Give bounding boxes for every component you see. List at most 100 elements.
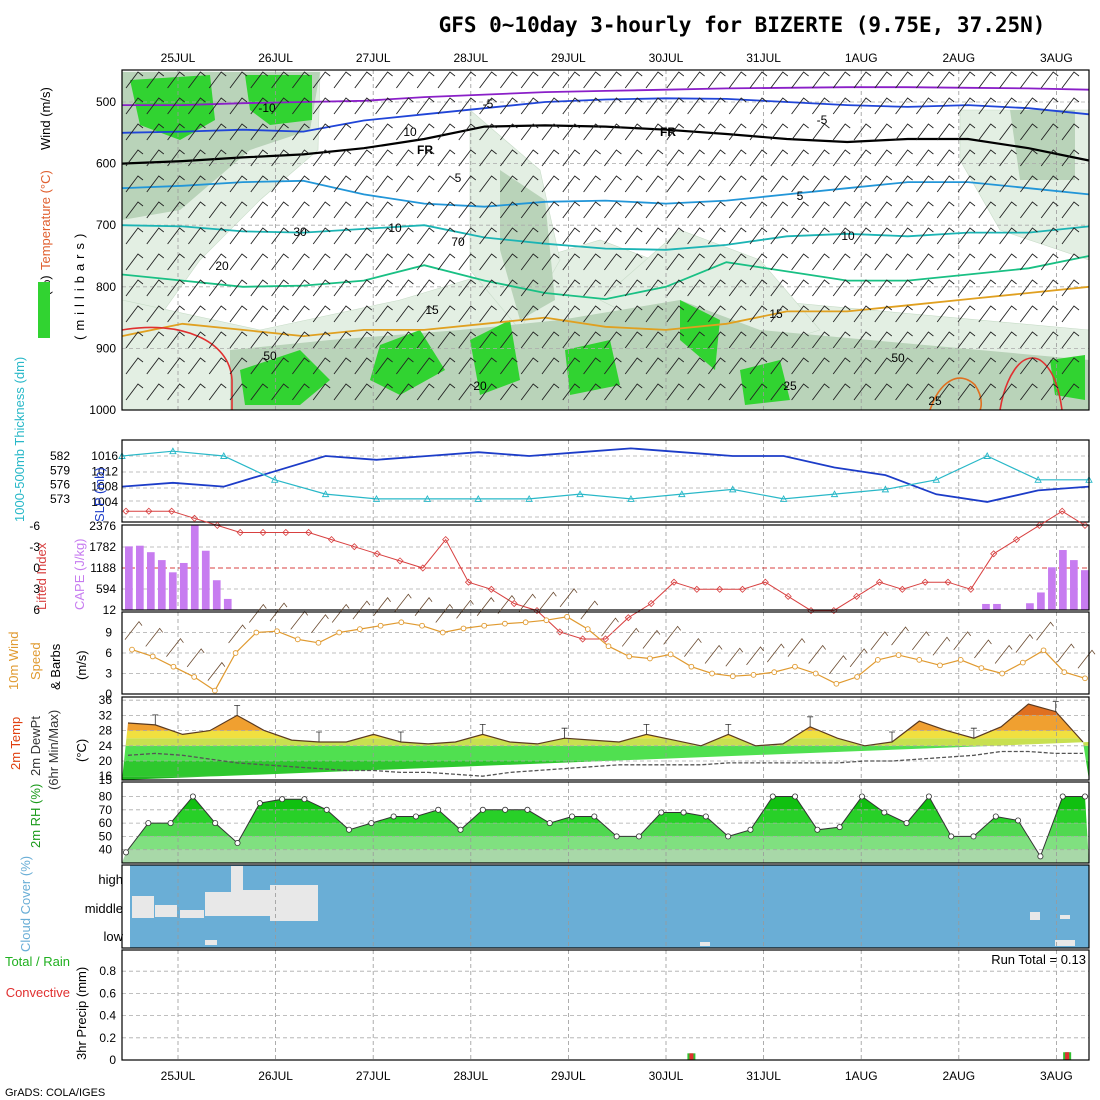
wind-speed-marker [357, 626, 363, 632]
wind-barb [687, 331, 705, 349]
wind-barb [874, 97, 893, 115]
wind-barb [583, 201, 601, 219]
cape-bar [157, 560, 166, 610]
rh-region-green [370, 330, 445, 395]
top-date-29JUL: 29JUL [551, 51, 586, 65]
wind-barb [416, 149, 435, 167]
wind-barb [375, 149, 393, 167]
wind-barb [208, 97, 227, 115]
wind-barb [936, 71, 955, 89]
rh-region-green [240, 350, 330, 405]
li-marker [647, 599, 655, 608]
wind-barb [957, 123, 976, 141]
wind-barb [250, 201, 269, 219]
wind-barb [666, 201, 685, 219]
thickness-tick-582: 582 [50, 449, 70, 463]
wind-barb [125, 305, 144, 323]
wind-speed-marker [874, 656, 881, 663]
wind-barb [604, 123, 622, 141]
wind-barb [167, 331, 185, 349]
wind-barb [812, 357, 830, 375]
surface-wind-barb [891, 626, 909, 646]
wind-barb [916, 357, 934, 375]
surface-wind-barb [414, 597, 433, 616]
wind-barb [645, 357, 664, 375]
wind-barb [624, 227, 643, 245]
rh-marker [234, 840, 241, 847]
surface-wind-barb [953, 631, 972, 651]
wind-barb [271, 357, 289, 375]
wind-speed-marker [232, 650, 239, 656]
wind-barb [812, 149, 830, 167]
wind-barb [188, 97, 206, 115]
rh-marker [145, 820, 152, 827]
wind-barb [624, 201, 643, 219]
precip-convective-bar [1065, 1052, 1070, 1060]
wind-barb [250, 175, 269, 193]
precip-tick-0.8: 0.8 [99, 964, 116, 978]
wind-barb [1040, 305, 1059, 323]
wind-barb [167, 305, 185, 323]
rh-marker [301, 796, 308, 803]
slp-tick-1016: 1016 [91, 449, 118, 463]
wind-barb [1061, 305, 1080, 323]
wind-barb [832, 175, 851, 193]
wind-barb [354, 305, 373, 323]
wind-barb [437, 201, 456, 219]
rh-tick-80: 80 [99, 790, 113, 804]
wind-barb [167, 97, 185, 115]
rh-marker [1015, 817, 1022, 824]
wind-barb [333, 123, 352, 141]
wind-barb [624, 331, 643, 349]
wind-axis-label-4: (m/s) [74, 650, 89, 680]
wind-barb [957, 357, 976, 375]
rh-line [125, 795, 1085, 858]
li-marker [624, 614, 632, 622]
wind-barb [562, 305, 581, 323]
wind-barb [375, 201, 393, 219]
wind-barb [895, 97, 913, 115]
wind-barb [437, 253, 456, 271]
wind-barb [437, 383, 456, 401]
wind-barb [916, 253, 934, 271]
wind-barb [604, 383, 622, 401]
wind-barb [333, 253, 352, 271]
surface-wind-barb [248, 603, 267, 623]
wind-barb [999, 383, 1017, 401]
cape-bar [135, 545, 144, 610]
surface-wind-barb [539, 591, 557, 611]
wind-barb [812, 71, 830, 89]
wind-barb [708, 357, 726, 375]
wind-speed-marker [336, 629, 343, 636]
wind-barb [999, 97, 1017, 115]
rh-marker [613, 833, 620, 840]
wind-barb [125, 201, 144, 219]
surface-wind-barb [725, 647, 744, 667]
wind-barb [645, 383, 664, 401]
wind-barb [916, 383, 934, 401]
wind-barb [604, 305, 622, 323]
wind-barb [666, 175, 685, 193]
wind-barb [583, 123, 601, 141]
thickness-marker [728, 485, 737, 493]
surface-wind-barb [580, 600, 599, 620]
rh-marker [992, 813, 999, 820]
wind-barb [832, 253, 851, 271]
wind-barb [978, 201, 997, 219]
wind-barb [250, 97, 269, 115]
rh-marker [747, 826, 754, 833]
li-marker [327, 536, 336, 544]
wind-barb [479, 123, 497, 141]
cape-tick-2376: 2376 [89, 519, 116, 533]
wind-barb [229, 175, 248, 193]
rh-marker [635, 833, 642, 840]
wind-barb [292, 253, 310, 271]
wind-barb [895, 149, 913, 167]
surface-wind-barb [911, 631, 930, 651]
wind-barb [749, 97, 768, 115]
contour-label: FR [417, 143, 433, 157]
top-date-31JUL: 31JUL [746, 51, 781, 65]
wind-speed-marker [398, 619, 405, 626]
wind-barb [770, 227, 789, 245]
li-marker [875, 578, 884, 586]
